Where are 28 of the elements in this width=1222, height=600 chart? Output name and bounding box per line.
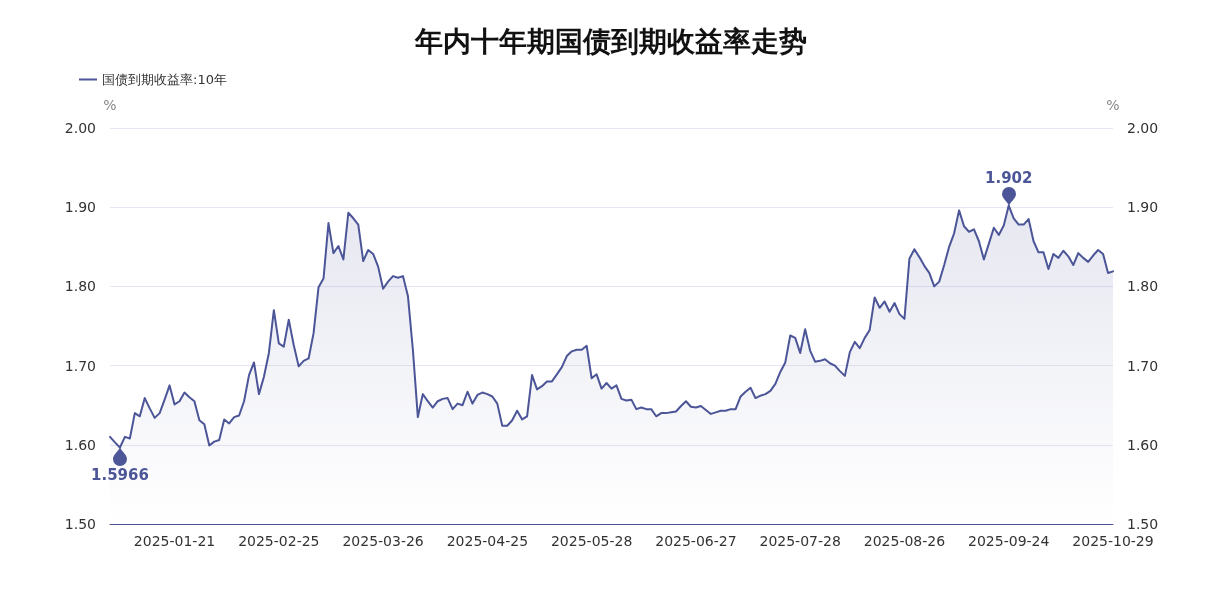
x-tick-label: 2025-06-27 (655, 533, 737, 549)
data-label: 1.5966 (90, 465, 149, 484)
y-tick-label: 1.60 (64, 436, 96, 453)
y2-tick-label: 1.50 (1127, 516, 1159, 532)
y2-axis-title: % (1106, 97, 1120, 113)
x-tick-label: 2025-04-25 (446, 533, 529, 549)
x-tick-label: 2025-03-26 (342, 533, 424, 549)
data-label: 1.902 (985, 169, 1033, 188)
y-tick-label: 1.90 (64, 199, 96, 216)
y-tick-label: 1.70 (64, 357, 96, 374)
x-tick-label: 2025-07-28 (759, 533, 841, 549)
y-tick-label: 1.50 (64, 516, 96, 532)
y2-tick-label: 2.00 (1127, 120, 1159, 136)
y2-tick-label: 1.90 (1127, 199, 1159, 216)
y-axis-title: % (103, 97, 117, 113)
y2-tick-label: 1.70 (1127, 357, 1159, 374)
x-tick-label: 2025-09-24 (968, 533, 1050, 549)
chart-title: 年内十年期国债到期收益率走势 (414, 24, 807, 58)
y2-tick-label: 1.60 (1127, 436, 1159, 453)
y-tick-label: 1.80 (64, 278, 96, 295)
y2-tick-label: 1.80 (1127, 278, 1159, 295)
y-tick-label: 2.00 (64, 120, 96, 136)
x-tick-label: 2025-08-26 (863, 533, 946, 549)
legend-label: 国债到期收益率:10年 (102, 72, 227, 87)
x-tick-label: 2025-10-29 (1072, 533, 1154, 549)
x-tick-label: 2025-02-25 (238, 533, 320, 549)
x-tick-label: 2025-01-21 (133, 533, 216, 549)
x-tick-label: 2025-05-28 (550, 533, 633, 549)
